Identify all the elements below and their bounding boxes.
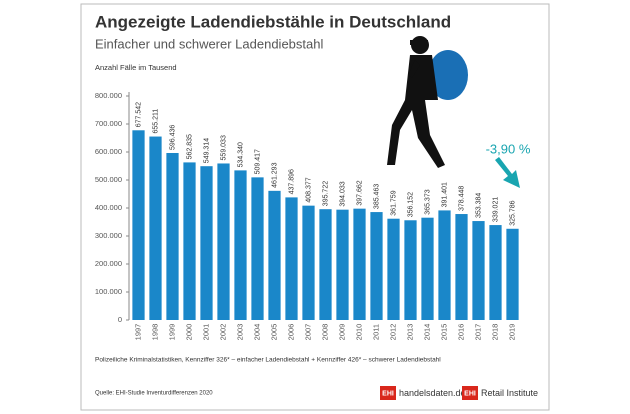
x-tick-label: 1998	[150, 324, 159, 341]
bar	[319, 209, 332, 320]
y-tick-label: 400.000	[95, 203, 122, 212]
value-label: 437.896	[288, 169, 295, 194]
bar	[472, 221, 485, 320]
value-label: 339.021	[492, 197, 499, 222]
value-label: 395.722	[322, 181, 329, 206]
value-label: 509.417	[254, 149, 261, 174]
y-axis-label: Anzahl Fälle im Tausend	[95, 63, 177, 72]
value-label: 677.542	[135, 102, 142, 127]
bar	[149, 136, 162, 320]
bar	[200, 166, 213, 320]
value-label: 385.463	[373, 184, 380, 209]
bar	[438, 210, 451, 320]
x-tick-label: 1997	[133, 324, 142, 341]
x-tick-label: 2018	[490, 324, 499, 341]
note: Polizeiliche Kriminalstatistiken, Kennzi…	[95, 357, 441, 364]
value-label: 356.152	[407, 192, 414, 217]
x-tick-label: 2010	[354, 324, 363, 341]
value-label: 391.401	[441, 182, 448, 207]
bar	[421, 217, 434, 320]
bar	[251, 177, 264, 320]
y-tick-label: 0	[118, 315, 122, 324]
value-label: 408.377	[305, 177, 312, 202]
value-label: 325.786	[509, 200, 516, 225]
value-label: 534.340	[237, 142, 244, 167]
chart-title: Angezeigte Ladendiebstähle in Deutschlan…	[95, 12, 451, 31]
bar	[370, 212, 383, 320]
y-tick-label: 600.000	[95, 147, 122, 156]
x-tick-label: 2001	[201, 324, 210, 341]
bar	[353, 208, 366, 320]
bar	[302, 205, 315, 320]
x-tick-label: 1999	[167, 324, 176, 341]
y-tick-label: 300.000	[95, 231, 122, 240]
chart-subtitle: Einfacher und schwerer Ladendiebstahl	[95, 36, 323, 51]
y-tick-label: 500.000	[95, 175, 122, 184]
value-label: 365.373	[424, 189, 431, 214]
x-tick-label: 2002	[218, 324, 227, 341]
x-tick-label: 2000	[184, 324, 193, 341]
bar	[183, 162, 196, 320]
annotation: -3,90 %	[486, 141, 531, 156]
x-tick-label: 2004	[252, 324, 261, 341]
bar	[132, 130, 145, 320]
value-label: 397.662	[356, 180, 363, 205]
x-tick-label: 2005	[269, 324, 278, 341]
bar	[268, 190, 281, 320]
x-tick-label: 2009	[337, 324, 346, 341]
x-tick-label: 2011	[371, 324, 380, 340]
bar	[234, 170, 247, 320]
x-tick-label: 2006	[286, 324, 295, 341]
x-tick-label: 2012	[388, 324, 397, 341]
value-label: 549.314	[203, 138, 210, 163]
logo-text: EHI	[382, 390, 394, 397]
y-tick-label: 800.000	[95, 91, 122, 100]
x-tick-label: 2016	[456, 324, 465, 341]
bar	[404, 220, 417, 320]
x-tick-label: 2013	[405, 324, 414, 341]
logo-text: handelsdaten.de	[399, 388, 466, 398]
logo-text: Retail Institute	[481, 388, 538, 398]
y-tick-label: 100.000	[95, 287, 122, 296]
value-label: 655.211	[152, 109, 159, 134]
x-tick-label: 2003	[235, 324, 244, 341]
value-label: 461.293	[271, 162, 278, 187]
value-label: 353.384	[475, 193, 482, 218]
bar	[336, 209, 349, 320]
value-label: 378.448	[458, 186, 465, 211]
logo-box	[462, 386, 478, 400]
annotation-arrow	[495, 157, 520, 188]
bar	[387, 218, 400, 320]
thief-illustration	[387, 36, 468, 168]
value-label: 562.835	[186, 134, 193, 159]
y-tick-label: 700.000	[95, 119, 122, 128]
x-tick-label: 2015	[439, 324, 448, 341]
logo-box	[380, 386, 396, 400]
bar	[455, 214, 468, 320]
x-tick-label: 2014	[422, 324, 431, 341]
value-label: 394.033	[339, 181, 346, 206]
value-label: 596.436	[169, 125, 176, 150]
bar	[489, 225, 502, 320]
bar	[166, 152, 179, 320]
y-tick-label: 200.000	[95, 259, 122, 268]
x-tick-label: 2019	[507, 324, 516, 341]
logo-text: EHI	[464, 390, 476, 397]
x-tick-label: 2017	[473, 324, 482, 341]
value-label: 559.033	[220, 135, 227, 160]
bar	[285, 197, 298, 320]
value-label: 361.759	[390, 190, 397, 215]
source: Quelle: EHI-Studie Inventurdifferenzen 2…	[95, 391, 213, 397]
bar	[217, 163, 230, 320]
bar	[506, 228, 519, 320]
x-tick-label: 2007	[303, 324, 312, 341]
x-tick-label: 2008	[320, 324, 329, 341]
